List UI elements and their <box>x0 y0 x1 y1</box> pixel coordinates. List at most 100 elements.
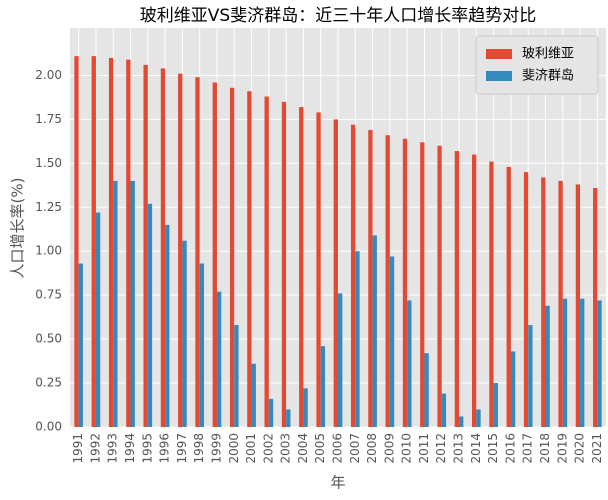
bar <box>195 77 200 428</box>
x-tick-label: 2015 <box>486 433 500 464</box>
bar <box>402 138 408 427</box>
x-tick-label: 2014 <box>469 433 483 464</box>
y-tick-label: 1.25 <box>35 200 62 214</box>
legend-label: 玻利维亚 <box>522 47 574 62</box>
bar <box>355 251 360 427</box>
y-tick-label: 1.75 <box>35 112 62 126</box>
bar <box>558 180 563 427</box>
x-tick-label: 1992 <box>88 433 102 464</box>
x-tick-label: 1997 <box>175 433 189 464</box>
bar <box>545 305 550 427</box>
bar <box>541 177 546 427</box>
chart-title: 玻利维亚VS斐济群岛：近三十年人口增长率趋势对比 <box>140 6 536 26</box>
bar <box>91 56 96 427</box>
bar <box>281 101 287 427</box>
y-tick-label: 2.00 <box>35 68 62 82</box>
bar <box>385 135 390 427</box>
bar <box>506 166 511 428</box>
x-tick-label: 2006 <box>331 433 345 464</box>
bar <box>160 68 166 428</box>
bar <box>562 298 568 427</box>
bar <box>528 325 533 427</box>
x-tick-label: 1993 <box>106 433 120 464</box>
y-tick-label: 1.50 <box>35 156 62 170</box>
x-tick-label: 2003 <box>279 433 293 464</box>
x-tick-label: 2018 <box>538 433 552 464</box>
x-tick-label: 1996 <box>158 433 172 464</box>
bar <box>320 346 326 427</box>
bar <box>251 363 256 427</box>
x-tick-label: 2005 <box>313 433 327 464</box>
x-tick-label: 2009 <box>382 433 396 464</box>
bar <box>299 107 304 427</box>
bar <box>389 256 395 427</box>
x-tick-label: 1995 <box>140 433 154 464</box>
bar <box>420 142 425 427</box>
bar <box>113 180 118 427</box>
y-tick-label: 0.25 <box>35 376 62 390</box>
bar <box>338 293 343 427</box>
bar <box>437 145 442 427</box>
bar <box>489 161 494 427</box>
x-tick-label: 1998 <box>192 433 206 464</box>
bar <box>333 119 338 427</box>
x-tick-label: 2020 <box>573 433 587 464</box>
x-tick-label: 2011 <box>417 433 431 464</box>
x-tick-label: 2017 <box>521 433 535 464</box>
bar <box>178 73 183 427</box>
bar <box>372 235 377 427</box>
bar <box>454 151 460 427</box>
bar <box>216 291 222 427</box>
bar <box>108 57 114 428</box>
legend-swatch <box>486 71 512 81</box>
x-tick-label: 2008 <box>365 433 379 464</box>
bar <box>229 87 235 427</box>
bar <box>472 154 477 428</box>
bar <box>182 240 187 427</box>
x-tick-label: 2012 <box>434 433 448 464</box>
bar <box>424 353 429 427</box>
bar <box>303 388 308 427</box>
legend-box <box>475 35 599 95</box>
bar <box>476 409 481 427</box>
bar <box>165 224 170 427</box>
bar <box>143 64 148 427</box>
bar <box>350 124 356 427</box>
bar <box>597 300 602 427</box>
x-tick-label: 2001 <box>244 433 258 464</box>
bar <box>130 180 135 427</box>
y-tick-label: 0.75 <box>35 288 62 302</box>
bar <box>268 398 274 427</box>
bar <box>575 184 581 427</box>
bar <box>316 112 321 427</box>
bar <box>147 203 153 427</box>
bar <box>212 82 217 427</box>
x-tick-label: 2010 <box>400 433 414 464</box>
x-tick-label: 2002 <box>261 433 275 464</box>
x-tick-label: 2013 <box>452 433 466 464</box>
x-tick-label: 2004 <box>296 433 310 464</box>
bar <box>441 393 447 427</box>
bar <box>95 212 101 427</box>
x-tick-label: 1994 <box>123 433 137 464</box>
x-tick-label: 1999 <box>209 433 223 464</box>
legend-swatch <box>486 49 512 59</box>
bar <box>126 59 131 428</box>
bar <box>407 300 412 427</box>
bar <box>78 263 83 427</box>
bar <box>523 172 529 427</box>
x-tick-label: 1991 <box>71 433 85 464</box>
x-tick-label: 2016 <box>503 433 517 464</box>
bar <box>234 325 239 427</box>
bar <box>593 187 598 427</box>
bar <box>199 263 204 427</box>
x-tick-label: 2007 <box>348 433 362 464</box>
bar <box>247 91 252 428</box>
bar <box>580 298 585 427</box>
bar <box>264 96 269 427</box>
bar <box>459 416 464 427</box>
legend-label: 斐济群岛 <box>522 68 574 84</box>
x-tick-label: 2000 <box>227 433 241 464</box>
x-tick-label: 2019 <box>555 433 569 464</box>
